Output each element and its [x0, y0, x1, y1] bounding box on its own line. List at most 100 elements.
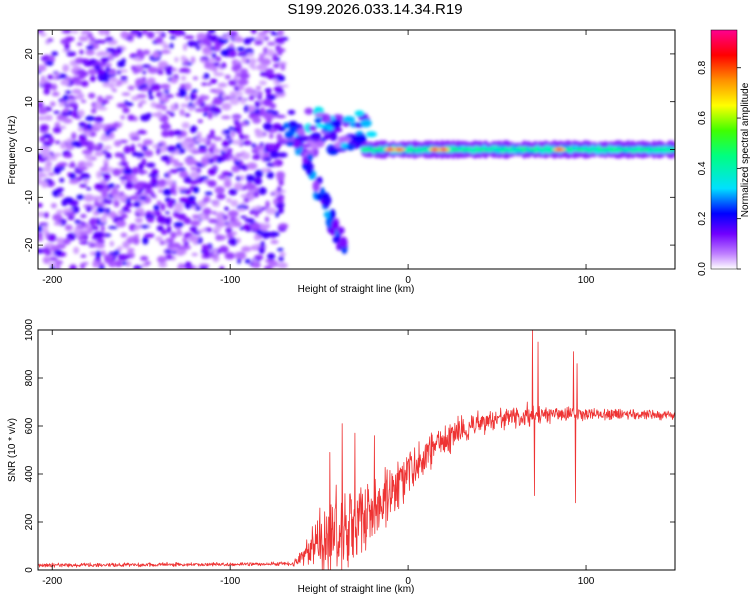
spectrogram-cell: [202, 37, 210, 46]
spectrogram-cell: [228, 188, 238, 196]
spectrogram-cell: [174, 159, 179, 168]
spectrogram-cell: [92, 231, 104, 239]
spectrogram-cell: [148, 95, 155, 100]
spectrogram-cell: [117, 122, 123, 126]
spectrogram-cell: [81, 230, 91, 235]
spectrogram-cell: [279, 252, 286, 257]
spectrogram-cell: [229, 42, 234, 49]
spectrogram-cell: [111, 187, 119, 196]
spectrogram-cell: [125, 260, 132, 268]
spectrogram-cell: [176, 229, 182, 237]
spectrogram-cell: [180, 55, 187, 62]
spectrogram-cell: [251, 206, 262, 211]
spectrogram-cell: [251, 30, 257, 35]
spectrogram-cell: [265, 109, 275, 113]
spectrogram-cell: [208, 254, 219, 258]
spectrogram-cell: [253, 259, 258, 263]
spectrogram-cell: [237, 52, 248, 57]
spectrogram-cell: [308, 125, 318, 131]
x-tick-label: 100: [578, 275, 595, 286]
spectrogram-cell: [192, 186, 200, 194]
spectrogram-cell: [246, 162, 258, 170]
spectrogram-cell: [315, 192, 324, 201]
spectrogram-cell: [244, 258, 251, 264]
y-tick-label: 200: [24, 513, 35, 530]
spectrogram-cell: [238, 159, 244, 167]
spectrogram-cell: [197, 119, 203, 123]
spectrogram-cell: [85, 206, 93, 212]
spectrogram-cell: [183, 35, 195, 40]
spectrogram-cell: [54, 72, 60, 77]
spectrogram-cell: [89, 75, 96, 82]
spectrogram-cell: [254, 169, 264, 178]
spectrogram-cell: [71, 132, 77, 141]
spectrogram-cell: [255, 130, 265, 138]
spectrogram-cell: [171, 67, 178, 72]
spectrogram-cell: [235, 153, 243, 157]
spectrogram-cell: [239, 133, 244, 141]
spectrogram-cell: [131, 177, 138, 184]
spectrogram-cell: [191, 214, 200, 220]
spectrogram-cell: [108, 127, 117, 131]
spectrogram-cell: [46, 106, 52, 111]
spectrogram-cell: [78, 121, 87, 128]
spectrogram-cell: [175, 167, 187, 172]
spectrogram-cell: [119, 161, 129, 167]
spectrogram-cell: [38, 211, 45, 218]
snr-series-line: [38, 330, 675, 570]
spectrogram-cell: [185, 266, 194, 269]
spectrogram-cell: [65, 225, 71, 229]
spectrogram-cell: [177, 213, 187, 221]
spectrogram-cell: [192, 266, 200, 269]
spectrogram-cell: [130, 136, 141, 141]
spectrogram-cell: [178, 197, 189, 204]
spectrogram-cell: [64, 107, 69, 113]
spectrogram-cell: [86, 123, 93, 130]
spectrogram-cell: [112, 168, 122, 177]
spectrogram-cell: [97, 262, 106, 267]
spectrogram-cell: [165, 70, 173, 76]
spectrogram-cell: [158, 189, 163, 193]
spectrogram-cell: [89, 37, 96, 41]
spectrogram-cell: [309, 144, 317, 149]
spectrogram-cell: [184, 188, 192, 195]
spectrogram-cell: [139, 99, 147, 105]
spectrogram-cell: [327, 149, 339, 155]
spectrogram-cell: [155, 236, 163, 242]
spectrogram-cell: [94, 151, 104, 157]
spectrogram-cell: [163, 89, 170, 93]
spectrogram-cell: [38, 222, 49, 226]
spectrogram-cell: [200, 176, 209, 180]
spectrogram-cell: [184, 137, 194, 142]
spectrogram-cell: [184, 113, 191, 117]
spectrogram-cell: [94, 64, 101, 71]
y-tick-label: 1000: [24, 318, 35, 341]
spectrogram-cell: [272, 54, 278, 62]
spectrogram-cell: [38, 101, 44, 109]
spectrogram-cell: [166, 200, 174, 209]
spectrogram-cell: [302, 156, 309, 164]
spectrogram-cell: [87, 68, 98, 76]
spectrogram-cell: [169, 30, 176, 35]
spectrogram-cell: [179, 190, 188, 194]
spectrogram-cell: [314, 123, 328, 128]
spectrogram-cell: [198, 42, 205, 47]
spectrogram-y-label: Frequency (Hz): [7, 116, 18, 185]
spectrogram-cell: [314, 118, 322, 124]
spectrogram-cell: [157, 200, 162, 206]
spectrogram-cell: [215, 221, 226, 228]
spectrogram-cell: [66, 51, 77, 57]
spectrogram-cell: [229, 216, 237, 223]
spectrogram-cell: [96, 206, 106, 214]
spectrogram-cell: [276, 186, 282, 193]
spectrogram-cell: [226, 223, 234, 229]
spectrogram-cell: [188, 235, 199, 243]
spectrogram-cell: [236, 91, 244, 96]
spectrogram-cell: [133, 200, 141, 208]
spectrogram-cell: [101, 150, 109, 154]
spectrogram-cell: [219, 266, 225, 269]
spectrogram-cell: [277, 262, 288, 269]
y-tick-label: 0: [24, 146, 35, 152]
spectrogram-cell: [232, 139, 243, 145]
spectrogram-cell: [288, 120, 298, 128]
